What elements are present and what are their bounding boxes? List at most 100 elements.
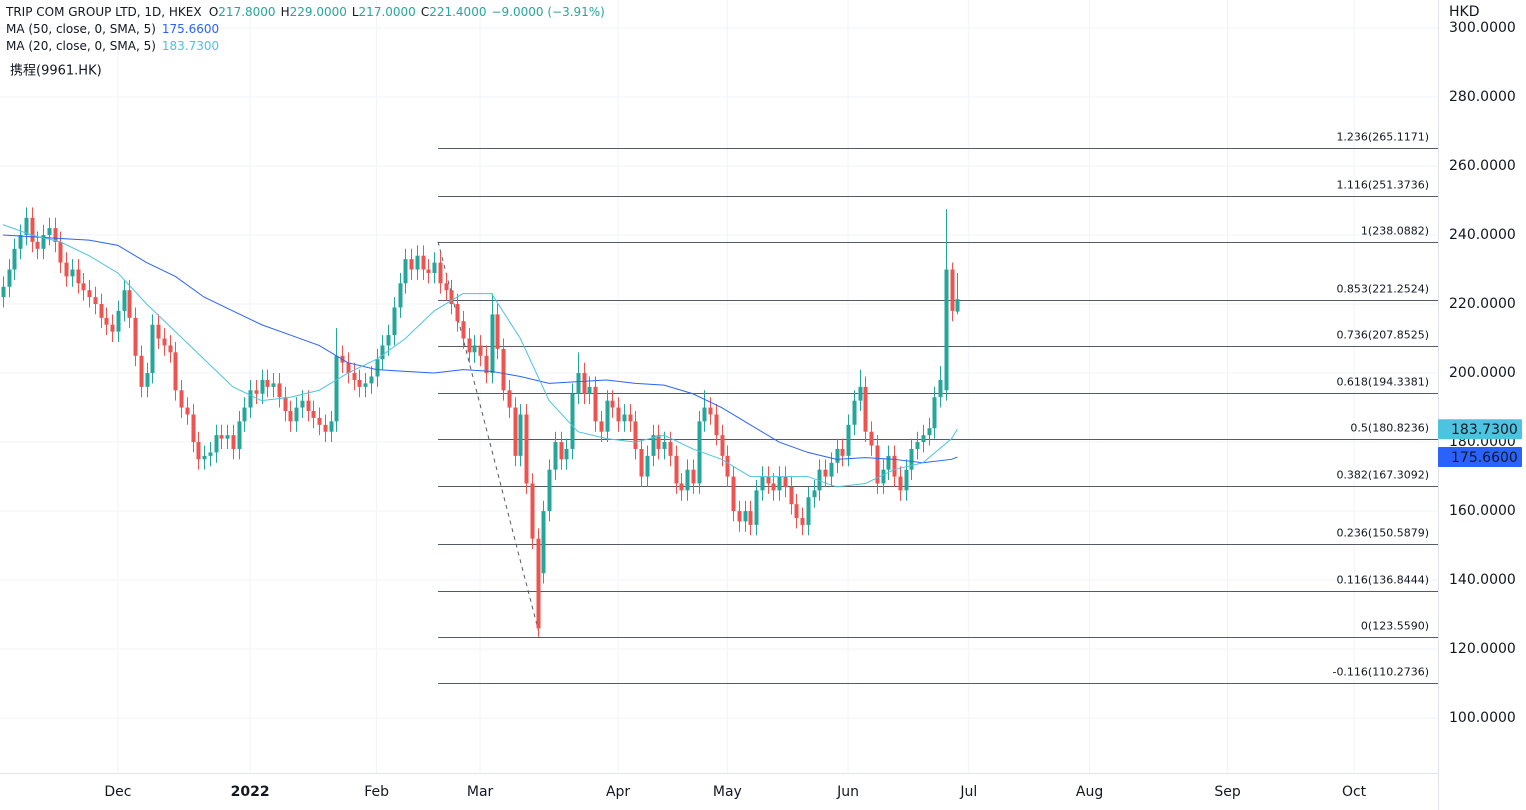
candle-body: [513, 407, 518, 456]
legend-name: MA (20, close, 0, SMA, 5): [6, 39, 156, 53]
legend: MA (50, close, 0, SMA, 5) 175.6600 MA (20,…: [6, 22, 219, 53]
candle-body: [248, 390, 253, 408]
candles: [1, 207, 960, 637]
candle-body: [530, 483, 535, 539]
candle-body: [714, 414, 719, 436]
change: −9.0000 (−3.91%): [491, 5, 604, 19]
candle-body: [145, 373, 150, 387]
candle-body: [70, 269, 75, 277]
candle-body: [697, 421, 702, 484]
candle-body: [863, 386, 868, 432]
candle-body: [789, 486, 794, 505]
candle-body: [720, 435, 725, 456]
price-badge: [1438, 447, 1522, 468]
candle-body: [754, 490, 759, 525]
fib-label: 1.116(251.3736): [1336, 179, 1429, 192]
candle-body: [196, 442, 201, 460]
candle-body: [547, 469, 552, 512]
candle-body: [771, 483, 776, 491]
candle-body: [685, 469, 690, 491]
candle-body: [518, 414, 523, 456]
candle-body: [668, 442, 673, 456]
candle-body: [817, 469, 822, 491]
ohlc-value: 217.8000: [218, 5, 275, 19]
y-tick-label: 200.0000: [1449, 365, 1516, 381]
ohlc-value: 229.0000: [290, 5, 347, 19]
candle-body: [559, 442, 564, 460]
candle-body: [415, 255, 420, 270]
candle-body: [955, 299, 960, 312]
fib-label: 0.736(207.8525): [1336, 329, 1429, 342]
y-tick-label: 240.0000: [1449, 227, 1516, 243]
ohlc-key: C: [421, 5, 429, 19]
x-tick-label: 2022: [231, 784, 270, 800]
candle-body: [369, 376, 374, 384]
y-tick-label: 260.0000: [1449, 158, 1516, 174]
x-tick-label: Sep: [1214, 784, 1241, 800]
y-tick-label: 280.0000: [1449, 89, 1516, 105]
candle-body: [179, 390, 184, 408]
candle-body: [737, 511, 742, 522]
candle-body: [386, 335, 391, 346]
candle-body: [679, 483, 684, 491]
fibonacci: 1.236(265.1171) 1.116(251.3736) 1(238.0882…: [437, 131, 1438, 684]
candle-body: [12, 248, 17, 270]
candle-body: [898, 476, 903, 491]
candle-body: [570, 393, 575, 449]
candle-body: [122, 290, 127, 311]
candle-body: [748, 511, 753, 525]
candle-body: [455, 304, 460, 322]
legend-name: MA (50, close, 0, SMA, 5): [6, 22, 156, 36]
candle-body: [156, 324, 161, 339]
candle-body: [639, 448, 644, 477]
candle-body: [426, 269, 431, 273]
candle-body: [656, 435, 661, 449]
candle-body: [484, 355, 489, 374]
candle-body: [168, 345, 173, 353]
y-tick-label: 100.0000: [1449, 710, 1516, 726]
candle-body: [231, 435, 236, 449]
axes: 100.0000120.0000140.0000160.0000180.0000…: [104, 20, 1522, 800]
candle-body: [605, 400, 610, 432]
candle-body: [708, 407, 713, 415]
candle-body: [334, 355, 339, 422]
candle-body: [432, 262, 437, 273]
fib-label: 0.5(180.8236): [1350, 422, 1429, 435]
fib-label: 0.116(136.8444): [1336, 574, 1429, 587]
candle-body: [41, 235, 46, 249]
legend-entry: MA (20, close, 0, SMA, 5) 183.7300: [6, 39, 219, 53]
ma-line: [2, 234, 958, 464]
candle-body: [564, 448, 569, 460]
candle-body: [110, 324, 115, 332]
candle-body: [265, 379, 270, 387]
candle-body: [271, 383, 276, 387]
candle-body: [139, 355, 144, 387]
candle-body: [76, 269, 81, 284]
candle-body: [495, 314, 500, 349]
x-tick-label: Jun: [836, 784, 859, 800]
candle-body: [467, 338, 472, 353]
candle-body: [283, 397, 288, 412]
candle-body: [950, 269, 955, 311]
candle-body: [352, 373, 357, 380]
candle-body: [461, 321, 466, 339]
candle-body: [869, 431, 874, 446]
candle-body: [150, 324, 155, 374]
candle-body: [840, 448, 845, 456]
ohlc-key: H: [281, 5, 290, 19]
y-tick-label: 140.0000: [1449, 572, 1516, 588]
fib-label: 0.618(194.3381): [1336, 376, 1429, 389]
x-tick-label: Oct: [1342, 784, 1367, 800]
candle-body: [858, 386, 863, 401]
candle-body: [628, 414, 633, 422]
legend-value: 175.6600: [162, 22, 219, 36]
candle-body: [225, 435, 230, 439]
candle-body: [909, 448, 914, 470]
candle-body: [777, 476, 782, 491]
x-tick-label: Feb: [364, 784, 389, 800]
candle-body: [357, 379, 362, 387]
candle-body: [927, 428, 932, 436]
candle-body: [438, 262, 443, 284]
candle-body: [1, 286, 6, 298]
candle-body: [162, 338, 167, 346]
